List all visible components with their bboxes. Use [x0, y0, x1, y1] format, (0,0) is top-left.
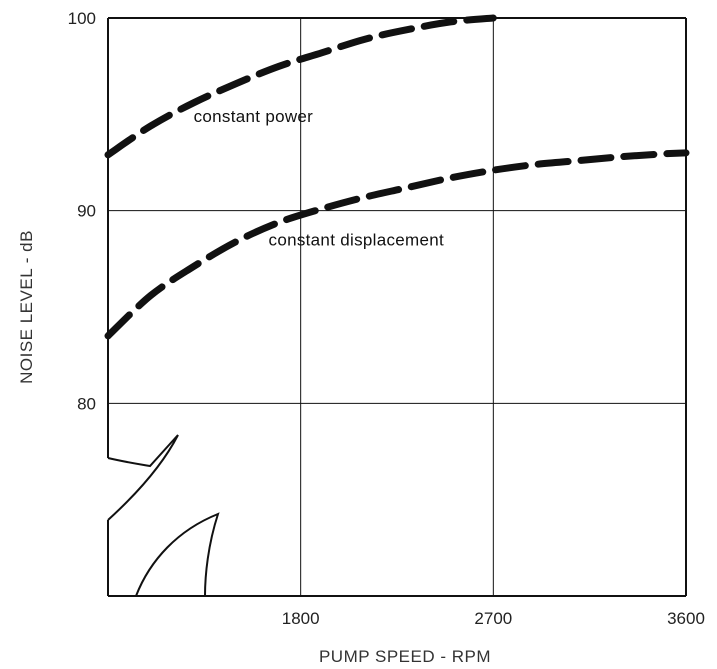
series-label-constant-power: constant power — [194, 107, 314, 126]
series-line-constant-power — [104, 14, 497, 159]
x-tick-label-2700: 2700 — [474, 609, 512, 628]
x-tick-labels: 1800 2700 3600 — [282, 609, 705, 628]
y-tick-label-100: 100 — [68, 9, 96, 28]
axis-break-lower — [135, 512, 220, 597]
y-axis-title: NOISE LEVEL - dB — [17, 230, 36, 384]
axis-break — [107, 434, 220, 597]
series-labels: constant power constant displacement — [194, 107, 444, 249]
grid-lines — [108, 18, 686, 596]
series-label-constant-displacement: constant displacement — [269, 230, 444, 249]
x-tick-label-1800: 1800 — [282, 609, 320, 628]
series-line-constant-displacement — [104, 149, 690, 340]
axis-break-upper — [107, 434, 179, 521]
y-tick-label-80: 80 — [77, 394, 96, 413]
y-tick-labels: 80 90 100 — [68, 9, 96, 413]
x-tick-label-3600: 3600 — [667, 609, 705, 628]
x-axis-title: PUMP SPEED - RPM — [319, 647, 491, 666]
series-lines — [104, 14, 690, 340]
y-tick-label-90: 90 — [77, 202, 96, 221]
